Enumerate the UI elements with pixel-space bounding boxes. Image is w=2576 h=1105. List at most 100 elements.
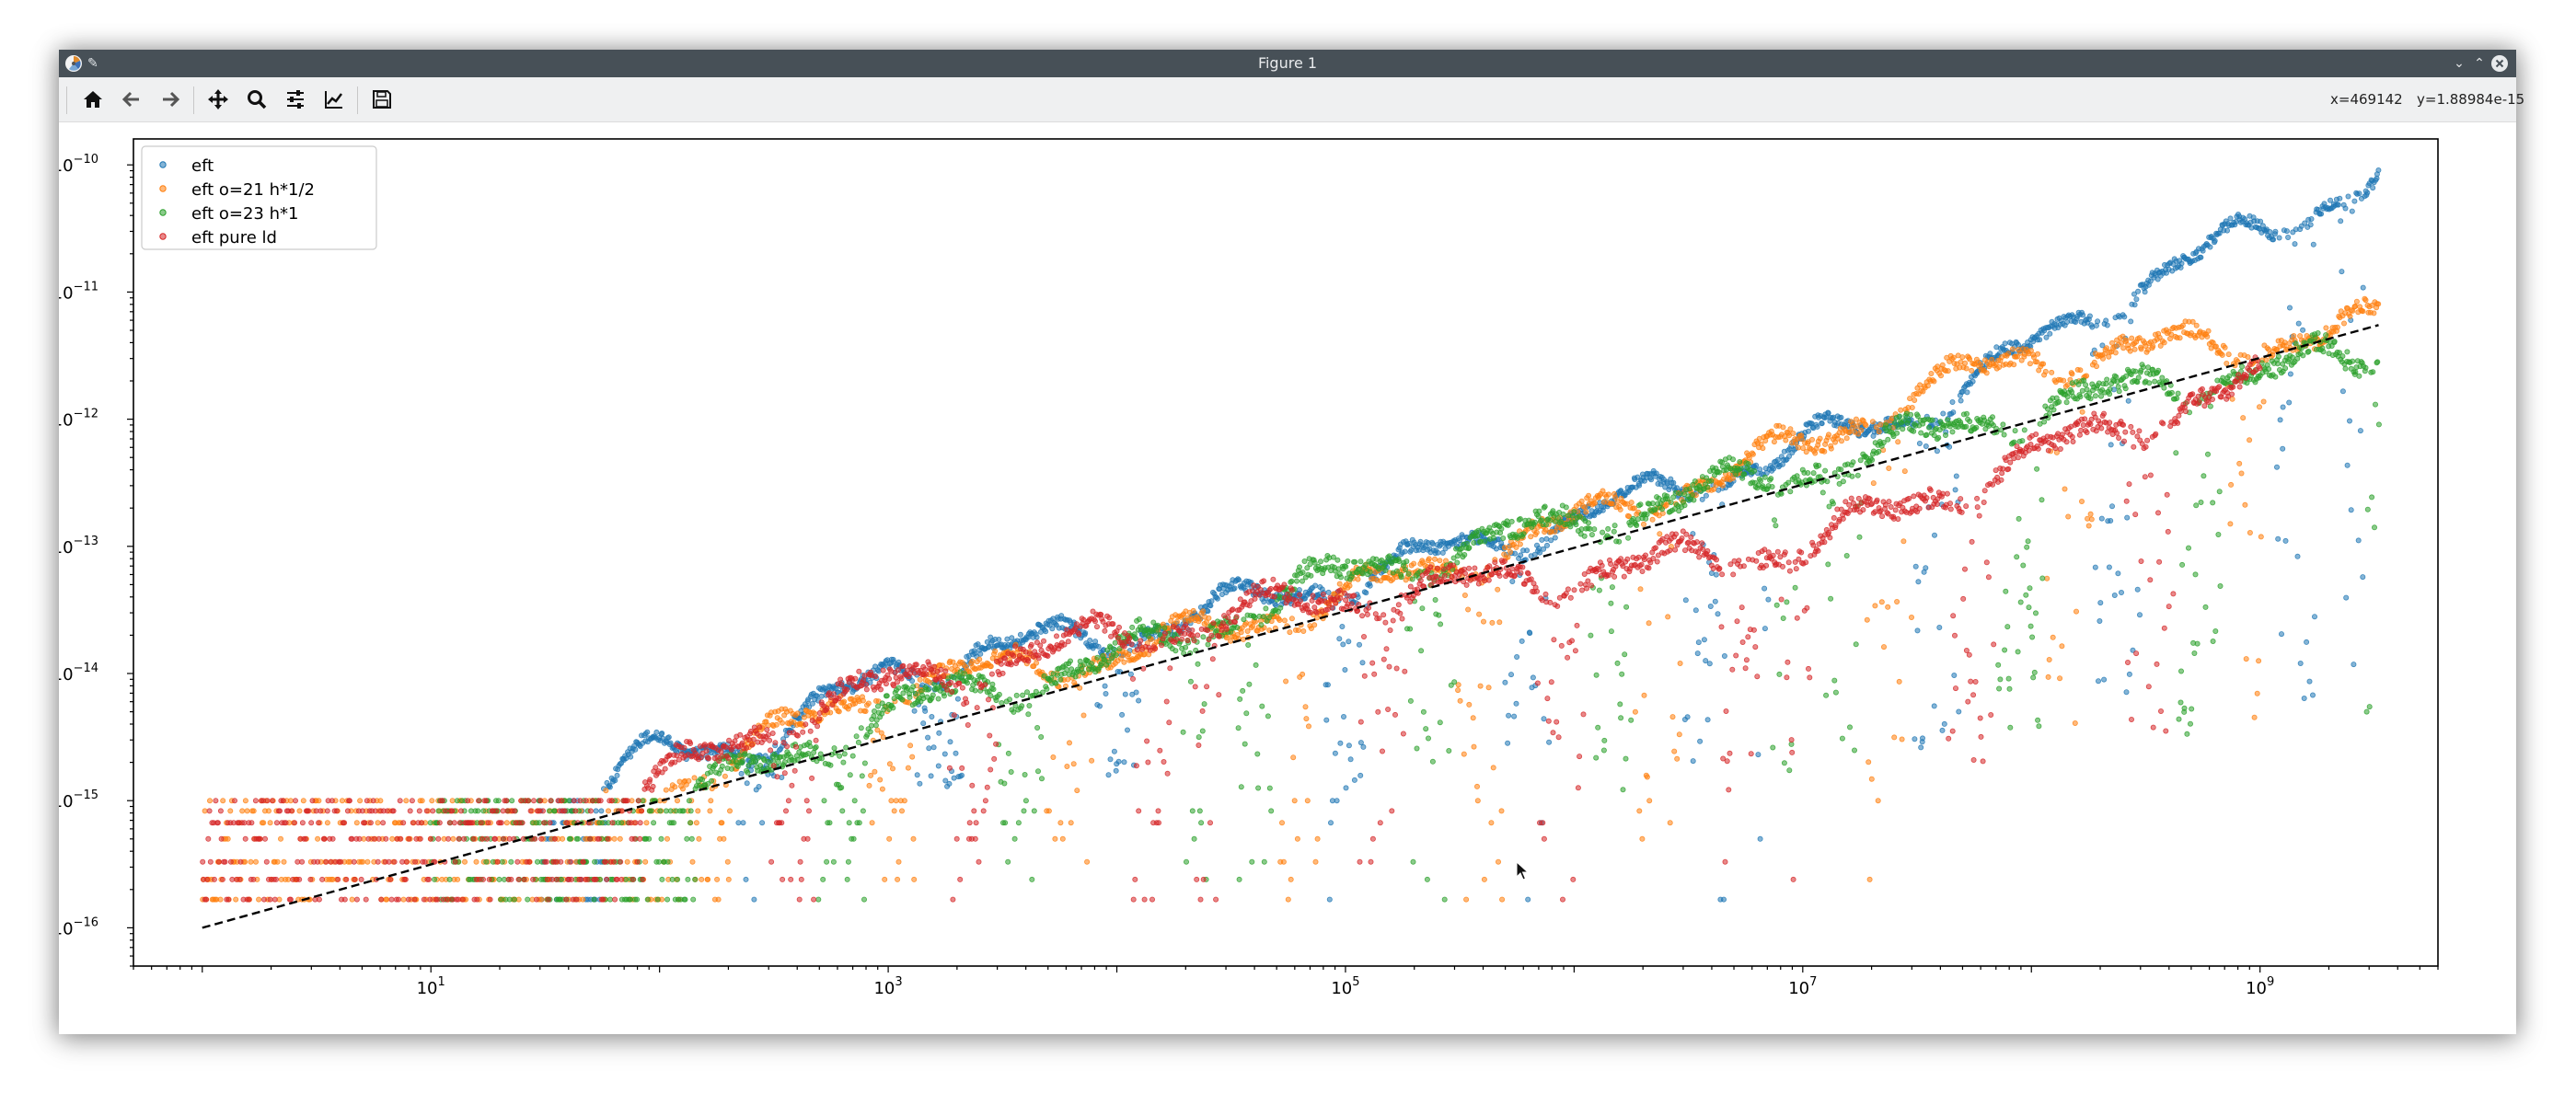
data-point xyxy=(1762,474,1768,480)
data-point xyxy=(866,782,872,788)
data-point xyxy=(1912,397,1918,403)
data-point xyxy=(1838,466,1844,473)
data-point xyxy=(256,896,262,903)
maximize-icon[interactable]: ⌃ xyxy=(2474,56,2485,71)
data-point xyxy=(1436,612,1442,618)
data-point xyxy=(1958,397,1964,404)
data-point xyxy=(2227,215,2234,222)
data-point xyxy=(1357,772,1364,778)
data-point xyxy=(2042,368,2049,374)
data-point xyxy=(1612,494,1619,501)
data-point xyxy=(1323,717,1330,723)
data-point xyxy=(1246,681,1253,687)
data-point xyxy=(2370,185,2376,191)
data-point xyxy=(400,896,407,903)
data-point xyxy=(628,754,634,760)
data-point xyxy=(946,780,953,787)
data-point xyxy=(2272,228,2279,235)
close-icon[interactable] xyxy=(2490,54,2509,73)
data-point xyxy=(1713,571,1719,578)
data-point xyxy=(651,820,657,826)
edit-axis-button[interactable] xyxy=(318,85,350,114)
data-point xyxy=(1414,745,1420,752)
data-point xyxy=(773,721,780,728)
data-point xyxy=(836,708,842,715)
data-point xyxy=(2086,313,2093,319)
data-point xyxy=(2099,342,2106,349)
data-point xyxy=(1457,697,1463,704)
data-point xyxy=(1214,595,1220,602)
save-button[interactable] xyxy=(366,85,398,114)
data-point xyxy=(1021,808,1027,814)
data-point xyxy=(1708,478,1715,484)
data-point xyxy=(357,798,364,804)
data-point xyxy=(811,749,817,755)
data-point xyxy=(1334,798,1340,804)
data-point xyxy=(1895,439,1901,445)
data-point xyxy=(2285,235,2292,241)
figure-canvas[interactable]: 10110310510710910−1610−1510−1410−1310−12… xyxy=(59,122,2516,1034)
data-point xyxy=(1291,798,1298,804)
data-point xyxy=(837,753,843,759)
forward-button[interactable] xyxy=(155,85,186,114)
data-point xyxy=(1205,641,1211,648)
data-point xyxy=(705,876,711,882)
data-point xyxy=(925,686,931,693)
data-point xyxy=(632,746,639,753)
data-point xyxy=(1424,876,1430,882)
data-point xyxy=(2041,419,2048,425)
data-point xyxy=(1112,647,1118,653)
data-point xyxy=(1236,577,1242,583)
plot-area[interactable]: 10110310510710910−1610−1510−1410−1310−12… xyxy=(59,122,2516,1034)
data-point xyxy=(2131,291,2137,297)
data-point xyxy=(2346,418,2352,424)
data-point xyxy=(1941,720,1947,727)
data-point xyxy=(1596,587,1602,593)
data-point xyxy=(2275,535,2281,542)
data-point xyxy=(1939,727,1946,733)
data-point xyxy=(1115,758,1122,765)
data-point xyxy=(2127,348,2133,354)
pin-icon[interactable]: ✎ xyxy=(87,56,98,71)
data-point xyxy=(1290,754,1297,761)
data-point xyxy=(360,858,366,865)
data-point xyxy=(1876,448,1882,455)
data-point xyxy=(1068,820,1074,826)
data-point xyxy=(2134,586,2141,593)
data-point xyxy=(865,700,872,707)
data-point xyxy=(1410,858,1416,865)
zoom-button[interactable] xyxy=(241,85,272,114)
data-point xyxy=(1466,545,1473,551)
data-point xyxy=(220,798,226,804)
data-point xyxy=(775,759,781,765)
data-point xyxy=(2007,724,2014,731)
data-point xyxy=(1816,462,1822,468)
data-point xyxy=(2115,384,2121,390)
data-point xyxy=(1253,662,1259,668)
data-point xyxy=(1507,548,1514,555)
data-point xyxy=(603,788,609,794)
data-point xyxy=(2364,190,2371,196)
data-point xyxy=(2023,592,2029,598)
configure-subplots-button[interactable] xyxy=(280,85,311,114)
data-point xyxy=(1235,725,1242,731)
back-button[interactable] xyxy=(116,85,147,114)
data-point xyxy=(1898,407,1904,413)
data-point xyxy=(685,876,691,882)
data-point xyxy=(2104,322,2110,328)
data-point xyxy=(1787,489,1794,495)
minimize-icon[interactable]: ⌄ xyxy=(2454,56,2465,71)
home-button[interactable] xyxy=(77,85,109,114)
data-point xyxy=(1623,755,1629,762)
data-point xyxy=(1928,370,1935,376)
data-point xyxy=(1084,858,1091,865)
data-point xyxy=(1926,424,1933,431)
data-point xyxy=(2025,538,2031,545)
toolbar-separator xyxy=(66,86,67,114)
data-point xyxy=(1783,437,1789,443)
data-point xyxy=(690,896,697,903)
data-point xyxy=(1228,638,1234,644)
pan-button[interactable] xyxy=(202,85,234,114)
data-point xyxy=(2040,361,2047,367)
data-point xyxy=(1951,673,1958,679)
